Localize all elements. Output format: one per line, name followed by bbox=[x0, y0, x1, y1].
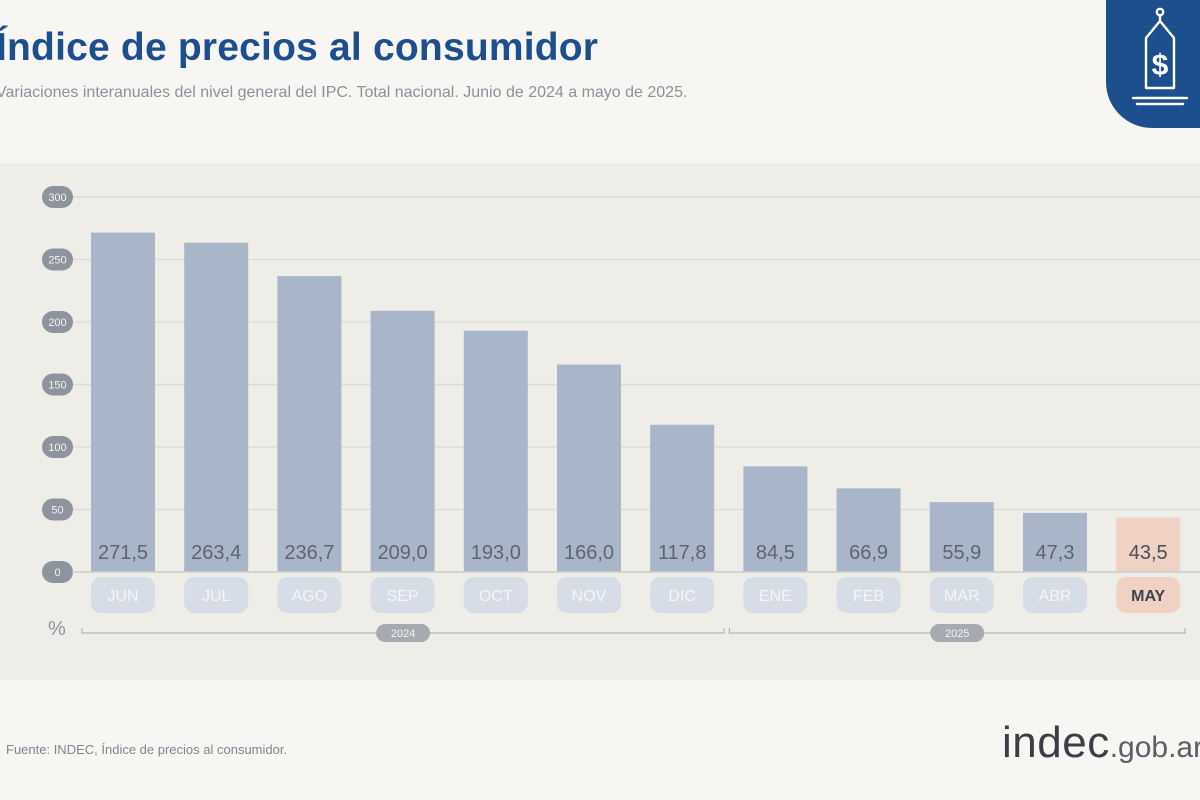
ytick-label: 250 bbox=[48, 255, 66, 267]
ytick-pill bbox=[42, 436, 73, 458]
category-pill bbox=[1116, 577, 1181, 613]
chart-title: Índice de precios al consumidor bbox=[0, 26, 599, 69]
brand-domain: .gob.ar bbox=[1109, 731, 1200, 764]
value-label: 271,5 bbox=[98, 542, 148, 564]
bar bbox=[836, 488, 901, 572]
ytick-pill bbox=[42, 248, 73, 271]
unit-label: % bbox=[48, 618, 66, 640]
category-pill bbox=[1023, 577, 1087, 613]
category-label: JUL bbox=[202, 588, 231, 605]
category-pill bbox=[557, 577, 621, 613]
bar bbox=[463, 330, 528, 572]
ytick-label: 300 bbox=[48, 192, 66, 204]
year-pill bbox=[376, 624, 431, 642]
year-pill bbox=[930, 624, 985, 642]
bar bbox=[557, 364, 621, 572]
category-pill bbox=[743, 577, 808, 613]
chart-subtitle: Variaciones interanuales del nivel gener… bbox=[0, 84, 688, 101]
bar bbox=[1023, 512, 1087, 572]
category-pill bbox=[929, 577, 994, 613]
price-tag-dollar-icon: $ bbox=[1106, 0, 1200, 128]
value-label: 55,9 bbox=[942, 542, 981, 564]
ytick-pill bbox=[42, 186, 73, 208]
value-label: 47,3 bbox=[1036, 542, 1075, 564]
value-label: 84,5 bbox=[756, 542, 795, 564]
category-pill bbox=[370, 577, 435, 613]
category-label: DIC bbox=[668, 588, 696, 605]
ytick-pill bbox=[42, 373, 73, 396]
category-pill bbox=[650, 577, 715, 613]
category-label: FEB bbox=[853, 588, 884, 605]
ytick-label: 100 bbox=[48, 442, 66, 454]
year-label: 2024 bbox=[391, 628, 415, 640]
category-pill bbox=[463, 577, 528, 613]
ytick-label: 50 bbox=[51, 505, 63, 517]
value-label: 209,0 bbox=[378, 542, 428, 564]
bar bbox=[743, 466, 808, 572]
value-label: 43,5 bbox=[1129, 542, 1168, 564]
chart-panel: 271,5 JUN 263,4 JUL 236,7 AGO 209,0 SEP 193,0 OCT… bbox=[0, 163, 1200, 680]
value-label: 66,9 bbox=[849, 542, 888, 564]
category-label: MAR bbox=[944, 588, 980, 605]
category-label: OCT bbox=[479, 588, 513, 605]
ytick-label: 200 bbox=[48, 317, 66, 329]
category-label: ABR bbox=[1039, 588, 1072, 605]
bar bbox=[650, 424, 715, 572]
category-pill bbox=[184, 577, 249, 613]
bar bbox=[370, 310, 435, 572]
bar bbox=[277, 276, 342, 572]
bar-chart: 271,5 JUN 263,4 JUL 236,7 AGO 209,0 SEP 193,0 OCT… bbox=[42, 186, 1200, 642]
ytick-label: 150 bbox=[48, 380, 66, 392]
bar bbox=[1116, 517, 1181, 572]
bar bbox=[91, 232, 155, 572]
ytick-label: 0 bbox=[54, 567, 60, 579]
value-label: 117,8 bbox=[658, 542, 707, 564]
value-label: 166,0 bbox=[564, 542, 614, 564]
value-label: 193,0 bbox=[471, 542, 521, 564]
bar bbox=[929, 502, 994, 572]
ytick-pill bbox=[42, 498, 73, 521]
year-label: 2025 bbox=[945, 628, 969, 640]
category-label: NOV bbox=[572, 588, 607, 605]
value-label: 263,4 bbox=[191, 542, 241, 564]
ytick-pill bbox=[42, 561, 73, 583]
category-label: AGO bbox=[292, 588, 328, 605]
category-pill bbox=[91, 577, 155, 613]
category-label: MAY bbox=[1131, 588, 1165, 605]
category-label: JUN bbox=[107, 588, 138, 605]
category-label: SEP bbox=[387, 588, 419, 605]
indec-logo: indec.gob.ar bbox=[1002, 718, 1200, 768]
value-label: 236,7 bbox=[284, 542, 334, 564]
category-pill bbox=[836, 577, 901, 613]
bar bbox=[184, 242, 249, 572]
svg-text:$: $ bbox=[1152, 49, 1169, 82]
category-label: ENE bbox=[759, 588, 792, 605]
ytick-pill bbox=[42, 311, 73, 333]
category-pill bbox=[277, 577, 342, 613]
source-note: Fuente: INDEC, Índice de precios al cons… bbox=[6, 742, 288, 757]
brand-main: indec bbox=[1002, 718, 1110, 767]
